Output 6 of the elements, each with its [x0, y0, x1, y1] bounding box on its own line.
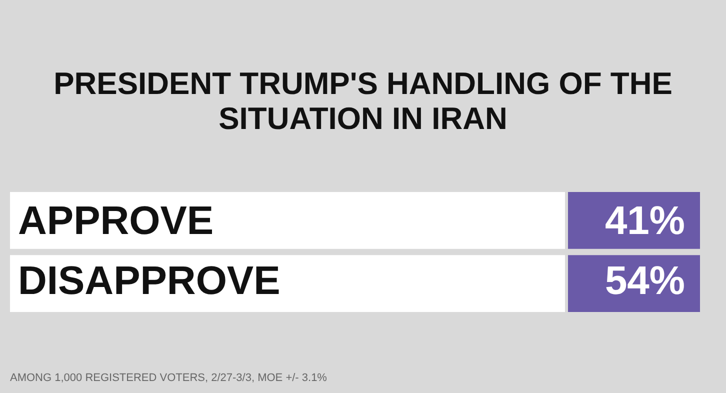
data-label: 54% [604, 259, 685, 303]
category-label: DISAPPROVE [18, 259, 280, 303]
text: AMONG 1,000 REGISTERED VOTERS, 2/27-3/3, MOE +/- 3.1% [10, 372, 328, 384]
data-label: 41% [604, 199, 685, 243]
category-label: APPROVE [18, 199, 214, 243]
text: PRESIDENT TRUMP'S HANDLING OF THE SITUATION IN IRAN [54, 66, 672, 136]
